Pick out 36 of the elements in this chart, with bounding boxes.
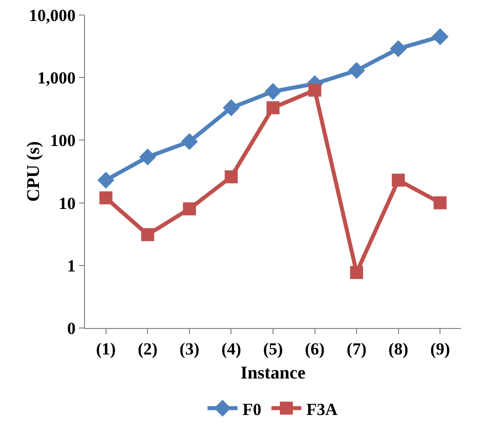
x-tick-label: (1) [96, 339, 116, 358]
y-tick-label: 1 [67, 256, 76, 276]
y-tick-label: 10,000 [28, 6, 76, 25]
point [222, 99, 240, 116]
x-tick-label: (8) [388, 339, 408, 358]
legend-label: F3A [306, 400, 338, 419]
y-tick-label: 1,000 [37, 68, 76, 88]
legend-label: F0 [242, 400, 262, 419]
x-tick-label: (4) [221, 339, 242, 358]
x-tick-label: (3) [180, 339, 200, 358]
point [434, 196, 447, 210]
x-tick-label: (6) [304, 339, 325, 358]
point [432, 28, 449, 46]
point [350, 266, 364, 280]
x-tick-label: (5) [263, 339, 283, 358]
x-axis-title: Instance [240, 362, 306, 382]
point [139, 148, 156, 166]
y-tick-label: 10 [58, 194, 76, 213]
y-tick-label: 100 [50, 131, 76, 150]
x-tick-label: (2) [138, 339, 158, 358]
point [348, 62, 366, 79]
point [266, 101, 280, 114]
point [224, 170, 238, 184]
x-tick-label: (7) [346, 339, 366, 358]
point [308, 84, 322, 97]
point [99, 191, 112, 204]
y-tick-label: 0 [67, 318, 76, 338]
point [390, 40, 407, 58]
y-axis-title: CPU (s) [23, 141, 43, 202]
point [182, 202, 196, 216]
point [97, 172, 114, 189]
point [264, 83, 282, 100]
point [141, 228, 154, 242]
x-tick-label: (9) [430, 339, 450, 358]
point [392, 174, 405, 187]
point [180, 133, 198, 150]
